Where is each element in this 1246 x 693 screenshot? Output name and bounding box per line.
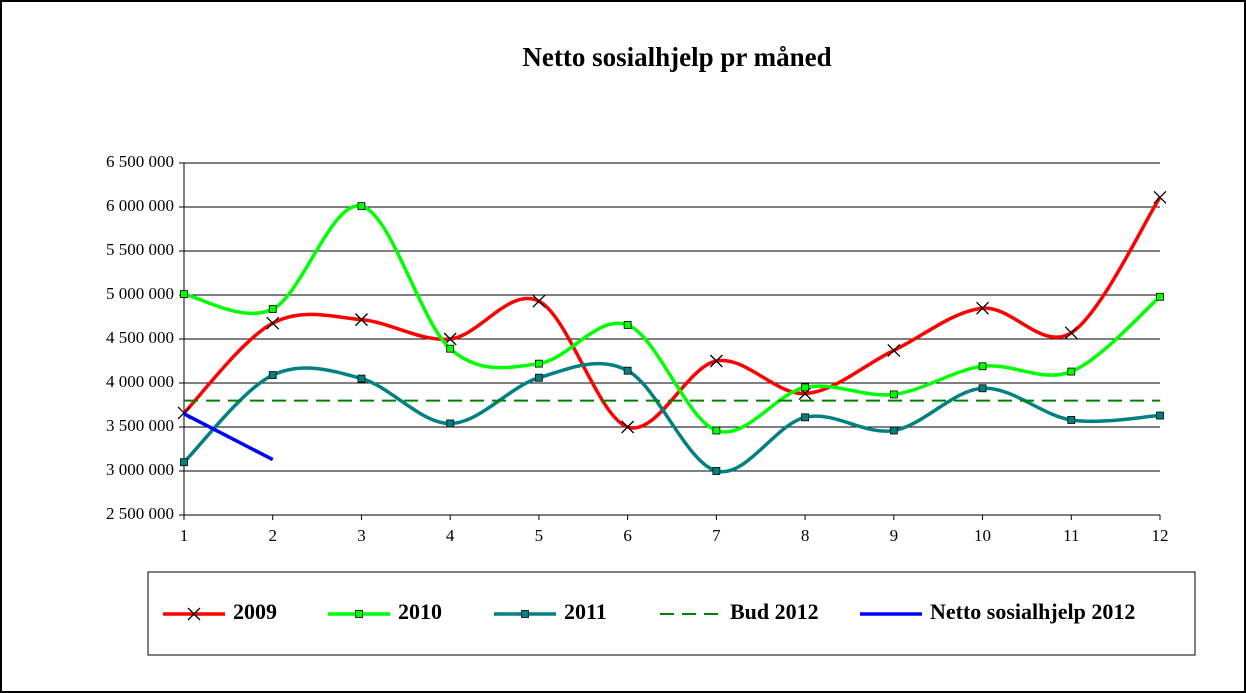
marker [268,371,277,379]
marker [266,316,280,330]
legend-marker [521,610,529,618]
x-tick-label: 4 [446,526,455,545]
marker [1156,411,1164,420]
marker [268,305,277,313]
marker [623,321,632,329]
y-tick-label: 4 500 000 [106,328,174,347]
x-tick-label: 3 [357,526,366,545]
legend-marker [355,610,363,618]
marker [801,383,809,392]
y-tick-label: 3 000 000 [106,460,174,479]
marker [1153,190,1167,204]
marker [446,419,455,428]
marker [1067,367,1076,376]
legend-marker [187,607,201,621]
marker [1064,326,1078,340]
marker [446,344,455,353]
marker [357,202,366,211]
marker [621,420,635,434]
marker [180,458,188,467]
y-tick-label: 2 500 000 [106,504,174,523]
marker [535,373,543,382]
marker [978,362,987,371]
y-tick-label: 6 500 000 [106,152,174,171]
x-tick-label: 2 [268,526,277,545]
chart-title: Netto sosialhjelp pr måned [522,42,831,72]
marker [978,384,987,393]
x-tick-label: 8 [801,526,810,545]
marker [709,354,723,368]
marker [801,413,809,422]
marker [535,359,543,368]
marker [180,290,188,299]
marker [623,366,632,375]
marker [357,374,366,383]
marker [976,301,990,315]
legend-label: Netto sosialhjelp 2012 [930,599,1135,624]
x-tick-label: 5 [535,526,544,545]
marker [1156,292,1164,301]
marker [889,426,898,435]
marker [1067,416,1076,424]
marker [712,467,721,475]
y-tick-label: 6 000 000 [106,196,174,215]
x-tick-label: 9 [890,526,899,545]
marker [887,343,901,357]
marker [354,313,368,327]
marker [889,390,898,399]
x-tick-label: 10 [974,526,991,545]
marker [532,294,546,308]
y-tick-label: 4 000 000 [106,372,174,391]
series-line [183,412,274,462]
x-tick-label: 6 [623,526,632,545]
x-tick-label: 12 [1152,526,1169,545]
legend-label: 2011 [564,599,607,624]
x-tick-label: 1 [180,526,189,545]
legend-label: 2009 [233,599,277,624]
x-tick-label: 11 [1063,526,1079,545]
y-tick-label: 5 500 000 [106,240,174,259]
y-tick-label: 5 000 000 [106,284,174,303]
legend-label: 2010 [398,599,442,624]
y-tick-label: 3 500 000 [106,416,174,435]
marker [712,426,721,435]
x-tick-label: 7 [712,526,721,545]
legend-label: Bud 2012 [730,599,819,624]
